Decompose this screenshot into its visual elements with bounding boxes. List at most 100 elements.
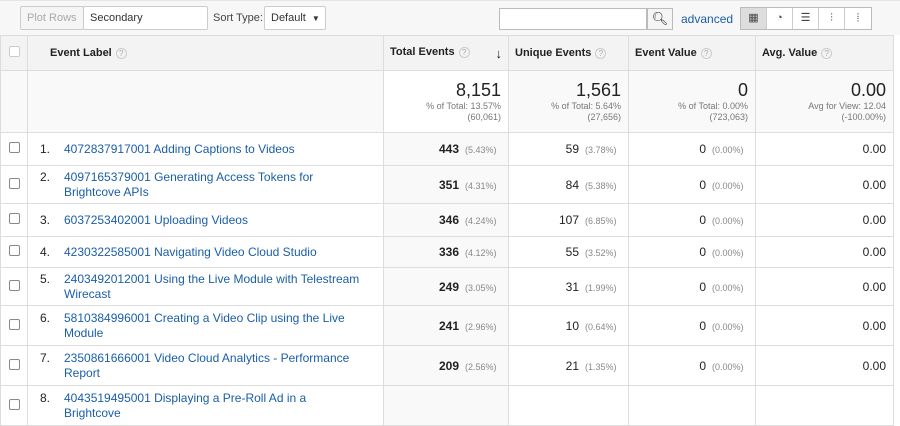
bar-view-icon[interactable]: ☰ [793,8,819,29]
header-total-text: Total Events [390,45,455,58]
event-label-link[interactable]: 5810384996001 Creating a Video Clip usin… [64,310,345,340]
summary-pct: Avg for View: 12.04 [808,101,886,111]
header-unique-text: Unique Events [515,47,592,59]
total-events-cell: 351 (4.31%) [383,165,509,204]
header-total-events[interactable]: Total Events? ↓ [383,35,509,71]
event-label-link[interactable]: 4230322585001 Navigating Video Cloud Stu… [64,244,317,259]
total-events-pct: (2.56%) [465,361,497,372]
total-events-value: 336 [438,245,459,259]
row-checkbox[interactable] [8,318,20,330]
summary-event-value: 0% of Total: 0.00% (723,063) [628,70,756,133]
row-number: 1. [40,141,51,156]
unique-events-pct: (3.52%) [585,248,617,258]
avg-value-value: 0.00 [862,358,886,373]
total-events-value: 241 [438,318,459,333]
total-events-value: 443 [438,142,459,156]
event-value-value: 0 [699,213,706,227]
summary-total-events: 8,151% of Total: 13.57% (60,061) [383,70,509,133]
summary-value: 8,151 [455,80,501,100]
row-checkbox[interactable] [8,279,20,291]
unique-events-cell: 21 (1.35%) [508,345,629,386]
total-events-cell: 346 (4.24%) [383,203,509,237]
comparison-view-icon[interactable]: ⫶ [819,8,845,29]
select-all-cell [0,35,28,71]
advanced-filter-link[interactable]: advanced [681,12,734,26]
unique-events-cell: 31 (1.99%) [508,267,629,306]
header-avg-value[interactable]: Avg. Value? [755,35,894,71]
event-label-cell: 8. 4043519495001 Displaying a Pre-Roll Ad… [27,385,384,426]
event-value-pct: (0.00%) [712,361,744,372]
event-value-value: 0 [699,245,706,259]
avg-value-value: 0.00 [862,142,886,156]
help-icon[interactable]: ? [595,48,607,59]
select-all-checkbox[interactable] [8,46,20,57]
row-checkbox[interactable] [8,358,20,370]
event-value-cell: 0 (0.00%) [628,165,756,204]
sort-type-dropdown[interactable]: Default ▼ [264,6,326,30]
summary-of: (-100.00%) [841,112,886,122]
row-checkbox-cell [0,165,28,204]
event-label-link[interactable]: 2350861666001 Video Cloud Analytics - Pe… [64,350,350,380]
secondary-dimension-dropdown[interactable]: Secondary dimension▼ [83,6,208,46]
header-value-text: Event Value [635,47,697,59]
row-checkbox[interactable] [8,398,20,410]
search-input[interactable] [499,8,647,30]
chevron-down-icon: ▼ [311,14,320,23]
event-label-cell: 7. 2350861666001 Video Cloud Analytics - … [27,345,384,386]
search-button[interactable]: 🔍︎ [647,8,673,30]
search-icon: 🔍︎ [651,11,669,26]
unique-events-cell: 55 (3.52%) [508,236,629,268]
event-label-link[interactable]: 4043519495001 Displaying a Pre-Roll Ad i… [64,390,307,420]
event-value-cell: 0 (0.00%) [628,305,756,346]
summary-avg-value: 0.00 Avg for View: 12.04 (-100.00%) [755,70,894,133]
summary-empty [27,70,384,133]
summary-of: (60,061) [467,112,501,122]
avg-value-cell: 0.00 [755,267,894,306]
total-events-cell: 241 (2.96%) [383,305,509,346]
event-label-link[interactable]: 2403492012001 Using the Live Module with… [64,271,360,301]
total-events-cell: 209 (2.56%) [383,345,509,386]
event-value-cell: 0 (0.00%) [628,203,756,237]
unique-events-value: 21 [565,358,579,373]
event-value-pct: (0.00%) [712,216,744,226]
table-row: 7. 2350861666001 Video Cloud Analytics - … [0,345,894,386]
pivot-view-icon[interactable]: ⦙ [856,12,860,24]
event-label-cell: 4. 4230322585001 Navigating Video Cloud S… [27,236,384,268]
event-label-link[interactable]: 6037253402001 Uploading Videos [64,212,248,227]
row-checkbox[interactable] [8,177,20,189]
table-row: 6. 5810384996001 Creating a Video Clip us… [0,305,894,346]
event-value-cell: 0 (0.00%) [628,345,756,386]
header-unique-events[interactable]: Unique Events? [508,35,629,71]
event-label-link[interactable]: 4097165379001 Generating Access Tokens f… [64,169,314,199]
help-icon[interactable]: ? [821,48,833,59]
event-value-cell: 0 (0.00%) [628,132,756,166]
unique-events-value: 10 [565,318,579,333]
help-icon[interactable]: ? [458,46,470,58]
plot-rows-button[interactable]: Plot Rows [20,6,84,30]
unique-events-pct: (1.35%) [585,361,617,372]
pie-view-icon[interactable]: ◔ [767,8,793,29]
sort-type-value: Default [271,12,306,24]
avg-value-cell: 0.00 [755,165,894,204]
table-view-icon[interactable]: ▦ [741,8,767,29]
row-checkbox-cell [0,345,28,386]
row-checkbox[interactable] [8,142,20,153]
help-icon[interactable]: ? [700,48,712,59]
row-checkbox-cell [0,236,28,268]
row-checkbox[interactable] [8,245,20,256]
event-label-link[interactable]: 4072837917001 Adding Captions to Videos [64,141,295,156]
table-row: 1. 4072837917001 Adding Captions to Video… [0,132,894,166]
event-value-pct: (0.00%) [712,180,744,191]
total-events-value: 209 [438,358,459,373]
unique-events-cell [508,385,629,426]
unique-events-pct: (3.78%) [585,145,617,155]
row-number: 5. [40,271,51,286]
avg-value-value: 0.00 [862,318,886,333]
header-event-value[interactable]: Event Value? [628,35,756,71]
row-checkbox-cell [0,203,28,237]
header-event-label[interactable]: Event Label? [27,35,384,71]
view-switcher: ▦ ◔ ☰ ⫶ ⦙ [740,7,872,30]
row-checkbox[interactable] [8,213,20,224]
help-icon[interactable]: ? [115,48,127,59]
report-toolbar: Plot Rows Secondary dimension▼ Sort Type… [0,0,900,46]
